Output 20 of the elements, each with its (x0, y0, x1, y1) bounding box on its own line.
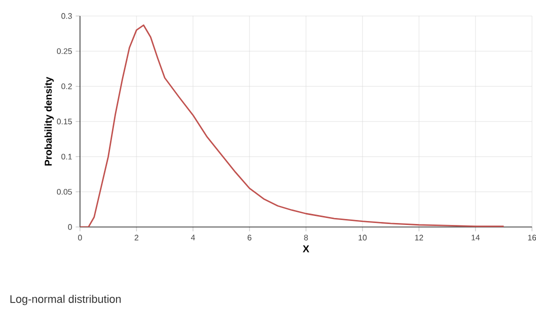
y-axis-title: Probability density (44, 76, 54, 166)
x-tick-label: 6 (248, 234, 252, 240)
x-tick-label: 4 (190, 234, 195, 240)
text: Log-normal distribution (10, 294, 121, 306)
x-tick-label: 2 (134, 234, 138, 240)
x-tick-label: 0 (78, 234, 82, 240)
x-tick-label: 14 (472, 234, 480, 240)
x-axis-title: X (302, 245, 310, 252)
y-tick-label: 0.2 (61, 83, 72, 90)
y-tick-label: 0.05 (56, 188, 72, 195)
x-tick-label: 16 (528, 234, 536, 240)
y-tick-label: 0 (68, 224, 72, 230)
line-series (80, 24, 504, 227)
y-tick-label: 0.3 (61, 13, 72, 19)
x-tick-label: 8 (304, 234, 308, 240)
x-tick-label: 12 (415, 234, 424, 240)
y-tick-label: 0.1 (61, 154, 72, 160)
y-tick-label: 0.15 (56, 118, 72, 124)
x-tick-label: 10 (358, 234, 367, 240)
y-tick-label: 0.25 (56, 48, 72, 54)
